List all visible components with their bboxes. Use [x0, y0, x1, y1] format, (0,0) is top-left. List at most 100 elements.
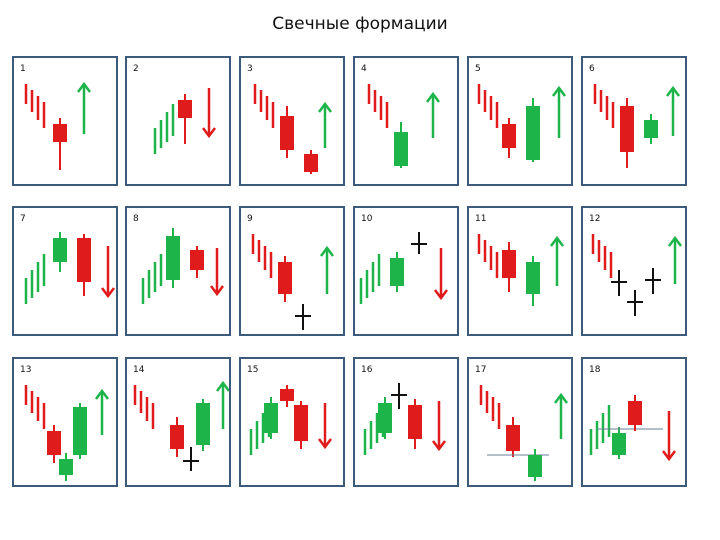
arrow-up-icon	[668, 235, 682, 284]
downtrend-bars	[593, 84, 615, 128]
bear-candle	[304, 150, 318, 174]
candlestick-drawing	[591, 234, 682, 316]
downtrend-bars	[133, 385, 155, 429]
candlestick-drawing	[589, 395, 676, 462]
pattern-number: 16	[361, 365, 373, 375]
pattern-number: 14	[133, 365, 145, 375]
pattern-number: 18	[589, 365, 601, 375]
arrow-up-icon	[95, 388, 109, 435]
bear-candle	[502, 242, 516, 292]
arrow-down-icon	[202, 88, 216, 139]
bear-candle	[280, 385, 294, 407]
doji-candle	[295, 304, 311, 330]
arrow-up-icon	[550, 235, 564, 286]
bull-candle	[528, 449, 542, 481]
candlestick-drawing	[141, 228, 224, 304]
arrow-up-icon	[320, 245, 334, 294]
uptrend-bars	[153, 104, 175, 154]
downtrend-bars	[253, 84, 275, 128]
pattern-panel-6: 6	[581, 56, 687, 186]
bull-candle	[73, 403, 87, 459]
bull-candle	[166, 228, 180, 288]
candlestick-drawing	[479, 385, 568, 481]
bear-candle	[178, 94, 192, 144]
pattern-number: 10	[361, 214, 373, 224]
candlestick-drawing	[251, 234, 334, 330]
pattern-panel-4: 4	[353, 56, 459, 186]
bull-candle	[526, 98, 540, 162]
arrow-down-icon	[101, 246, 115, 299]
bear-candle	[77, 234, 91, 296]
downtrend-bars	[477, 234, 499, 278]
bull-candle	[378, 397, 392, 439]
candlestick-drawing	[477, 84, 566, 162]
pattern-panel-10: 10	[353, 206, 459, 336]
uptrend-bars	[359, 254, 381, 304]
arrow-up-icon	[216, 380, 229, 429]
bear-candle	[628, 395, 642, 431]
arrow-up-icon	[77, 81, 91, 134]
candlestick-drawing	[593, 84, 680, 168]
pattern-number: 6	[589, 64, 595, 74]
candlestick-drawing	[363, 383, 446, 455]
pattern-panel-8: 8	[125, 206, 231, 336]
pattern-number: 12	[589, 214, 601, 224]
candlestick-drawing	[367, 84, 440, 168]
pattern-number: 4	[361, 64, 367, 74]
downtrend-bars	[479, 385, 501, 429]
arrow-down-icon	[210, 248, 224, 297]
candlestick-drawing	[24, 232, 115, 304]
bull-candle	[644, 114, 658, 144]
pattern-panel-1: 1	[12, 56, 118, 186]
downtrend-bars	[251, 234, 273, 278]
bear-candle	[280, 106, 294, 158]
pattern-panel-12: 12	[581, 206, 687, 336]
bear-candle	[408, 399, 422, 449]
downtrend-bars	[591, 234, 613, 278]
pattern-number: 7	[20, 214, 26, 224]
doji-candle	[183, 447, 199, 471]
downtrend-bars	[24, 385, 46, 429]
candlestick-drawing	[253, 84, 332, 174]
pattern-number: 17	[475, 365, 487, 375]
bull-candle	[390, 252, 404, 292]
doji-candle	[411, 232, 427, 254]
arrow-up-icon	[666, 85, 680, 136]
pattern-panel-17: 17	[467, 357, 573, 487]
pattern-number: 15	[247, 365, 259, 375]
pattern-number: 8	[133, 214, 139, 224]
bull-candle	[612, 427, 626, 459]
pattern-number: 13	[20, 365, 32, 375]
doji-candle	[627, 290, 643, 316]
arrow-up-icon	[554, 392, 568, 439]
pattern-panel-14: 14	[125, 357, 231, 487]
candlestick-drawing	[153, 88, 216, 154]
candlestick-drawing	[133, 380, 229, 471]
downtrend-bars	[367, 84, 389, 128]
arrow-down-icon	[662, 411, 676, 462]
pattern-number: 11	[475, 214, 487, 224]
bear-candle	[53, 118, 67, 170]
bull-candle	[59, 453, 73, 481]
bull-candle	[526, 256, 540, 306]
pattern-number: 1	[20, 64, 26, 74]
pattern-panel-15: 15	[239, 357, 345, 487]
arrow-down-icon	[434, 248, 448, 301]
bear-candle	[620, 98, 634, 168]
arrow-down-icon	[318, 403, 332, 450]
pattern-panel-9: 9	[239, 206, 345, 336]
arrow-up-icon	[552, 85, 566, 138]
downtrend-bars	[477, 84, 499, 128]
pattern-panel-2: 2	[125, 56, 231, 186]
bull-candle	[264, 397, 278, 439]
candlestick-drawing	[249, 385, 332, 455]
candlestick-drawing	[359, 232, 448, 304]
pattern-panel-16: 16	[353, 357, 459, 487]
candlestick-drawing	[24, 385, 109, 481]
bull-candle	[394, 122, 408, 168]
uptrend-bars	[141, 254, 163, 304]
pattern-panel-18: 18	[581, 357, 687, 487]
pattern-panel-11: 11	[467, 206, 573, 336]
pattern-number: 2	[133, 64, 139, 74]
bear-candle	[170, 417, 184, 457]
